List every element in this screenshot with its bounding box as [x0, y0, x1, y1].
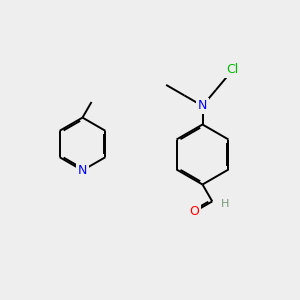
Text: N: N: [78, 164, 87, 177]
Text: Cl: Cl: [226, 63, 238, 76]
Text: H: H: [221, 199, 230, 209]
Text: N: N: [198, 99, 207, 112]
Text: O: O: [189, 205, 199, 218]
